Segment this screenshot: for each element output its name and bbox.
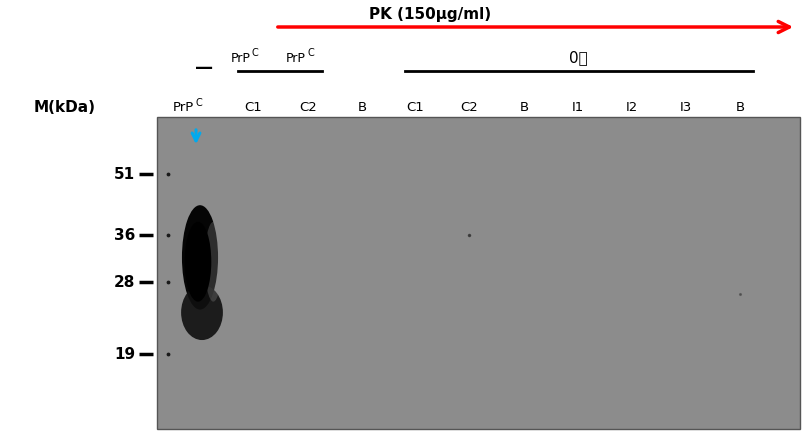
Text: C2: C2 — [460, 101, 478, 114]
Text: C1: C1 — [406, 101, 424, 114]
Text: PK (150μg/ml): PK (150μg/ml) — [369, 7, 491, 21]
Text: C1: C1 — [244, 101, 262, 114]
Bar — [157, 118, 800, 429]
Text: M(kDa): M(kDa) — [34, 100, 96, 115]
Text: PrP: PrP — [173, 101, 194, 114]
Text: —: — — [195, 59, 213, 77]
Text: PrP: PrP — [286, 51, 306, 64]
Text: B: B — [520, 101, 528, 114]
Text: 28: 28 — [114, 275, 135, 290]
Text: 19: 19 — [114, 347, 135, 362]
Text: I3: I3 — [680, 101, 692, 114]
Text: C: C — [195, 98, 202, 108]
Text: C: C — [252, 48, 259, 58]
Ellipse shape — [182, 206, 218, 310]
Text: B: B — [735, 101, 744, 114]
Text: PrP: PrP — [231, 51, 251, 64]
Text: C: C — [307, 48, 314, 58]
Text: 36: 36 — [114, 228, 135, 243]
Text: 51: 51 — [114, 167, 135, 182]
Text: I1: I1 — [572, 101, 584, 114]
Text: B: B — [357, 101, 367, 114]
Text: C2: C2 — [299, 101, 317, 114]
Ellipse shape — [204, 223, 222, 302]
Ellipse shape — [185, 223, 212, 302]
Text: 0일: 0일 — [569, 50, 587, 65]
Ellipse shape — [181, 285, 223, 340]
Text: I2: I2 — [626, 101, 638, 114]
